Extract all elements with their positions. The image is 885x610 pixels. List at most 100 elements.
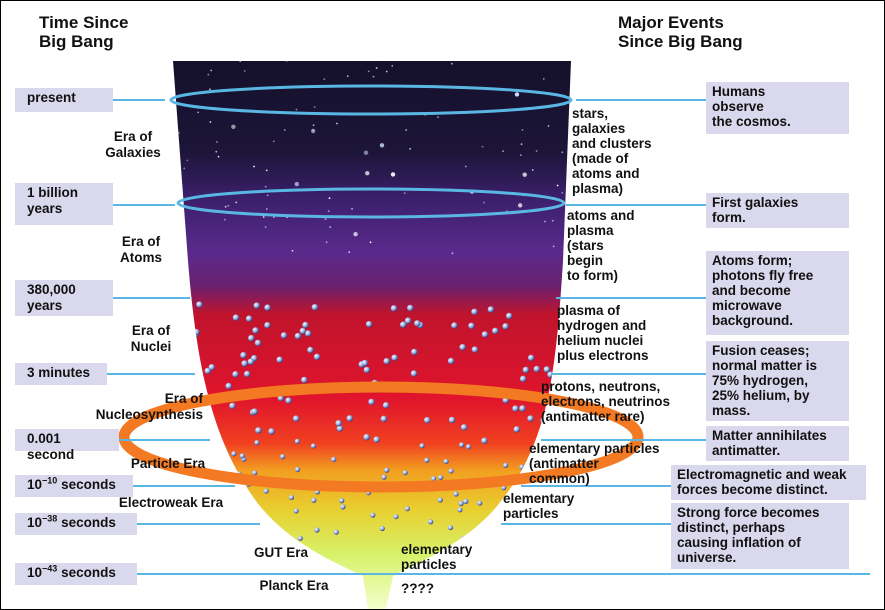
event-box-matter-annihilates: Matter annihilates antimatter. — [706, 426, 849, 461]
particle — [471, 346, 479, 353]
particle — [400, 321, 407, 328]
particle — [512, 405, 519, 412]
star — [266, 194, 269, 197]
particle — [336, 425, 344, 432]
timeline-line — [501, 523, 671, 525]
star — [483, 201, 486, 204]
particle — [510, 540, 516, 546]
star — [285, 61, 288, 62]
particle — [208, 363, 216, 371]
era-label-nucleosynthesis: Era of Nucleosynthesis — [95, 391, 203, 422]
particle — [471, 308, 478, 315]
star — [313, 106, 316, 108]
star — [265, 169, 268, 172]
particle — [458, 500, 464, 507]
particle — [264, 321, 271, 329]
particle — [263, 488, 269, 494]
star — [239, 61, 242, 63]
particle — [519, 405, 526, 412]
particle — [255, 427, 262, 434]
particle — [229, 402, 236, 409]
particle — [264, 304, 271, 311]
star — [207, 73, 210, 76]
particle — [390, 305, 398, 312]
star — [215, 150, 218, 153]
particle — [448, 416, 456, 424]
particle — [346, 415, 353, 422]
particle — [297, 535, 303, 541]
star — [272, 140, 275, 143]
particle — [189, 535, 195, 542]
star — [531, 169, 534, 171]
particle — [527, 415, 534, 422]
star — [403, 192, 406, 195]
star — [519, 154, 522, 157]
particle — [410, 370, 418, 377]
star — [327, 210, 330, 213]
time-box-10-minus-38-seconds: 10−38 seconds — [15, 513, 137, 535]
timeline-line — [566, 204, 706, 206]
star — [210, 69, 213, 72]
billion-years-ring — [176, 187, 566, 219]
particle — [460, 424, 468, 431]
particle — [451, 322, 458, 329]
particle — [294, 466, 301, 473]
particle — [393, 513, 399, 520]
particle — [229, 546, 235, 552]
particle — [522, 366, 530, 374]
particle — [294, 438, 300, 444]
particle — [218, 541, 224, 547]
particle — [370, 512, 376, 518]
star — [561, 151, 564, 154]
star — [265, 208, 268, 210]
particle — [459, 442, 465, 448]
star — [391, 64, 394, 67]
star — [451, 252, 454, 255]
particle — [519, 375, 527, 383]
star — [186, 159, 189, 162]
star — [405, 129, 408, 131]
event-box-electroweak-forces: Electromagnetic and weak forces become d… — [671, 465, 866, 500]
star — [177, 132, 180, 134]
particle — [241, 360, 248, 367]
particle — [293, 508, 299, 514]
particle — [292, 415, 300, 422]
era-label-electroweak: Electroweak Era — [118, 495, 224, 510]
star — [353, 231, 358, 237]
particle — [383, 357, 390, 365]
particle — [457, 507, 463, 513]
time-box-10-minus-43-seconds: 10−43 seconds — [15, 563, 137, 585]
era-label-atoms: Era of Atoms — [119, 234, 162, 265]
particle — [251, 408, 258, 415]
star — [390, 172, 396, 177]
timeline-line — [576, 99, 706, 101]
particle — [254, 440, 260, 446]
event-box-strong-force: Strong force becomes distinct, perhaps c… — [671, 503, 849, 569]
particle — [419, 443, 425, 449]
particle — [231, 451, 237, 457]
particle — [365, 320, 373, 328]
event-box-atoms-form: Atoms form; photons fly free and become … — [706, 251, 849, 335]
present-ring — [169, 84, 573, 116]
star — [264, 226, 267, 229]
particle — [424, 457, 430, 463]
left-header: Time Since Big Bang — [39, 13, 129, 51]
particle — [196, 301, 203, 308]
time-box-present: present — [15, 88, 113, 112]
star — [227, 204, 230, 207]
star — [369, 241, 372, 244]
particle — [414, 320, 421, 327]
particle — [543, 366, 551, 373]
particle — [232, 371, 239, 378]
particle — [268, 428, 275, 435]
particle — [522, 467, 529, 473]
star — [520, 143, 523, 146]
right-header: Major Events Since Big Bang — [618, 13, 743, 51]
particle — [463, 498, 469, 504]
particle — [252, 470, 258, 476]
particle — [519, 464, 525, 470]
particle — [248, 334, 255, 342]
timeline-line — [551, 373, 706, 375]
star — [365, 170, 370, 176]
particle — [361, 359, 369, 367]
